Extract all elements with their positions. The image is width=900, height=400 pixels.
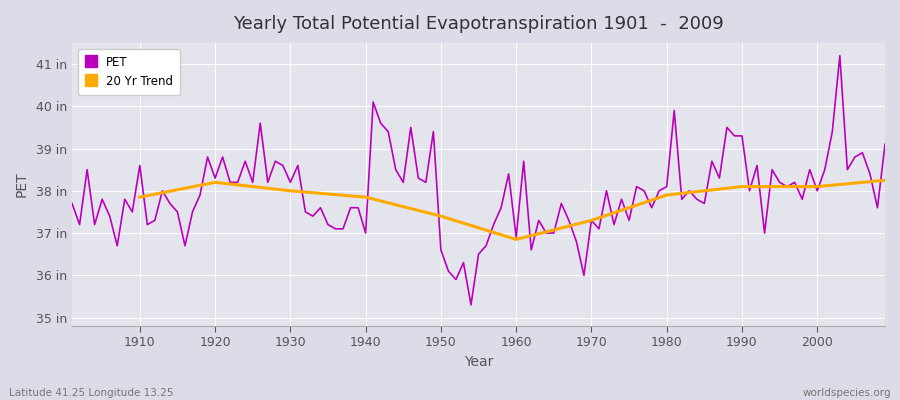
X-axis label: Year: Year: [464, 355, 493, 369]
Text: worldspecies.org: worldspecies.org: [803, 388, 891, 398]
Title: Yearly Total Potential Evapotranspiration 1901  -  2009: Yearly Total Potential Evapotranspiratio…: [233, 15, 724, 33]
Text: Latitude 41.25 Longitude 13.25: Latitude 41.25 Longitude 13.25: [9, 388, 174, 398]
Y-axis label: PET: PET: [15, 172, 29, 197]
Legend: PET, 20 Yr Trend: PET, 20 Yr Trend: [78, 49, 180, 95]
